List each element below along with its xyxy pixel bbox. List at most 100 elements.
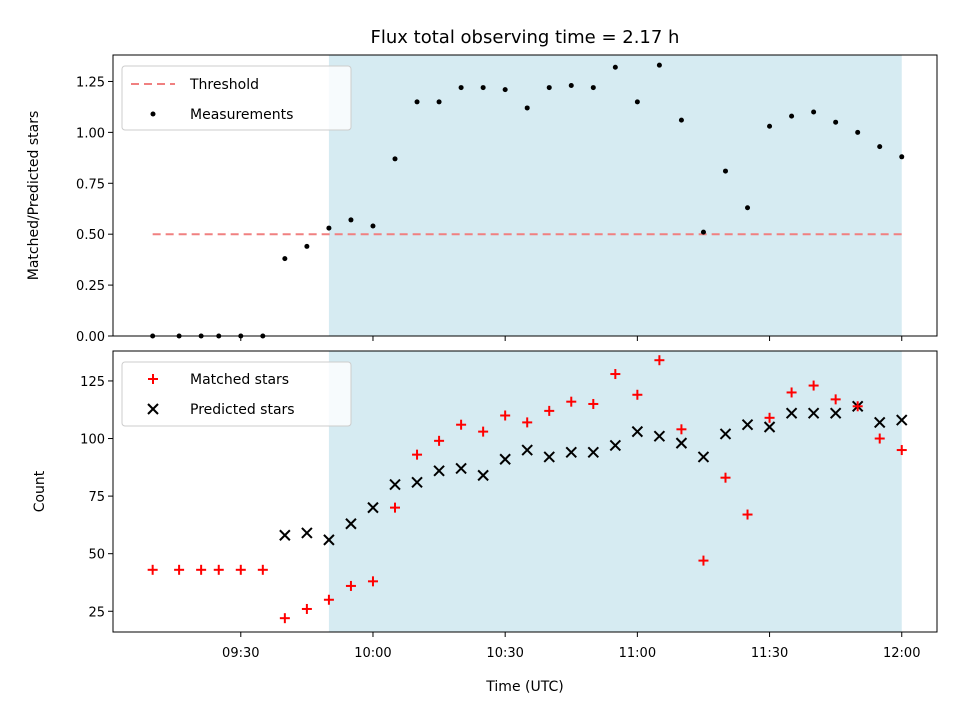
- predicted-star-point: [697, 451, 710, 463]
- cross-stroke-b: [499, 453, 511, 465]
- cross-stroke-b: [147, 403, 159, 415]
- measurement-point: [326, 225, 332, 231]
- x-tick-label: 12:00: [883, 646, 920, 661]
- bottom-y-tick-label: 75: [88, 490, 105, 505]
- predicted-star-point: [565, 446, 577, 459]
- measurement-point: [392, 156, 398, 162]
- cross-stroke-b: [301, 527, 313, 539]
- matched-star-point: [213, 564, 224, 575]
- x-tick-label: 10:00: [354, 646, 391, 661]
- matched-star-point: [235, 564, 246, 575]
- bottom-y-axis-ticks: 25 50 75 100 125: [80, 375, 113, 620]
- matched-star-point: [323, 594, 334, 605]
- bottom-legend: Matched stars Predicted stars: [121, 361, 352, 427]
- bottom-y-tick-label: 50: [88, 548, 105, 563]
- cross-stroke-b: [631, 425, 644, 438]
- cross-stroke-b: [653, 430, 666, 442]
- bottom-y-tick-label: 125: [80, 375, 105, 390]
- predicted-star-point: [411, 476, 423, 488]
- measurement-point: [524, 105, 530, 111]
- measurement-point: [678, 117, 684, 123]
- matched-star-point: [367, 576, 378, 587]
- top-y-axis-label: Matched/Predicted stars: [26, 111, 42, 281]
- predicted-star-point: [785, 407, 798, 419]
- matched-star-point: [764, 412, 775, 423]
- cross-stroke-b: [433, 465, 445, 477]
- matched-star-point: [390, 502, 401, 513]
- legend-threshold-label: Threshold: [189, 77, 259, 93]
- predicted-star-point: [477, 469, 489, 482]
- matched-star-point: [147, 564, 158, 575]
- predicted-star-point: [675, 437, 688, 449]
- measurement-point: [789, 113, 795, 119]
- predicted-star-point: [367, 501, 379, 514]
- legend-predicted-label: Predicted stars: [190, 402, 295, 418]
- bottom-y-tick-label: 100: [80, 433, 105, 448]
- matched-star-point: [852, 401, 863, 412]
- cross-stroke-b: [411, 476, 423, 488]
- measurement-point: [546, 85, 552, 91]
- measurement-point: [745, 205, 751, 211]
- top-y-tick-label: 0.50: [76, 228, 105, 243]
- cross-stroke-b: [587, 446, 600, 459]
- cross-stroke-b: [565, 446, 577, 459]
- top-plot-area: 0.00 0.25 0.50 0.75 1.00 1.25 Matched/Predict…: [26, 54, 938, 345]
- top-x-axis-ticks: [240, 336, 903, 341]
- predicted-star-point: [389, 478, 401, 491]
- matched-star-point: [434, 435, 445, 446]
- measurement-point: [370, 223, 376, 229]
- predicted-star-point: [521, 444, 533, 456]
- predicted-star-point: [609, 439, 622, 452]
- legend-measurements-swatch: [150, 111, 156, 117]
- matched-star-point: [456, 419, 467, 430]
- predicted-star-point: [763, 421, 776, 433]
- matched-star-point: [676, 424, 687, 435]
- measurement-point: [304, 243, 310, 249]
- top-y-tick-label: 1.00: [76, 126, 105, 141]
- measurement-point: [899, 154, 905, 160]
- measurement-point: [282, 256, 288, 262]
- cross-stroke-b: [543, 451, 555, 463]
- measurement-point: [502, 87, 508, 93]
- matched-star-point: [786, 387, 797, 398]
- count-series: [147, 355, 908, 624]
- predicted-star-point: [543, 451, 555, 463]
- top-y-tick-label: 1.25: [76, 75, 105, 90]
- chart-title: Flux total observing time = 2.17 h: [371, 27, 680, 48]
- matched-star-point: [808, 380, 819, 391]
- matched-star-point: [830, 394, 841, 405]
- measurement-point: [590, 85, 596, 91]
- matched-star-point: [522, 417, 533, 428]
- matched-star-point: [610, 369, 621, 380]
- matched-star-point: [301, 603, 312, 614]
- matched-star-point: [500, 410, 511, 421]
- measurement-point: [348, 217, 354, 223]
- x-axis-label: Time (UTC): [485, 679, 563, 695]
- bottom-plot-area: 25 50 75 100 125 09:30 10:00 10:30 11:00 11:30 12…: [32, 350, 938, 695]
- legend-cross-marker: [147, 403, 159, 415]
- predicted-star-point: [631, 425, 644, 438]
- cross-stroke-b: [279, 529, 291, 541]
- top-y-tick-label: 0.75: [76, 177, 105, 192]
- x-tick-label: 11:30: [751, 646, 788, 661]
- x-tick-label: 10:30: [486, 646, 523, 661]
- predicted-star-point: [896, 414, 908, 426]
- matched-star-point: [874, 433, 885, 444]
- cross-stroke-b: [521, 444, 533, 456]
- measurement-point: [877, 144, 883, 150]
- cross-stroke-b: [455, 462, 467, 475]
- matched-star-point: [412, 449, 423, 460]
- x-tick-label: 09:30: [222, 646, 259, 661]
- matched-star-point: [174, 564, 185, 575]
- predicted-star-point: [874, 416, 886, 429]
- cross-stroke-b: [807, 407, 820, 419]
- measurement-point: [811, 109, 817, 115]
- top-plot-frame: [112, 54, 938, 337]
- predicted-star-point: [345, 518, 357, 530]
- matched-star-point: [654, 355, 665, 366]
- predicted-star-point: [499, 453, 511, 465]
- measurement-point: [480, 85, 486, 91]
- bottom-y-axis-label: Count: [32, 470, 48, 512]
- cross-stroke-b: [675, 437, 688, 449]
